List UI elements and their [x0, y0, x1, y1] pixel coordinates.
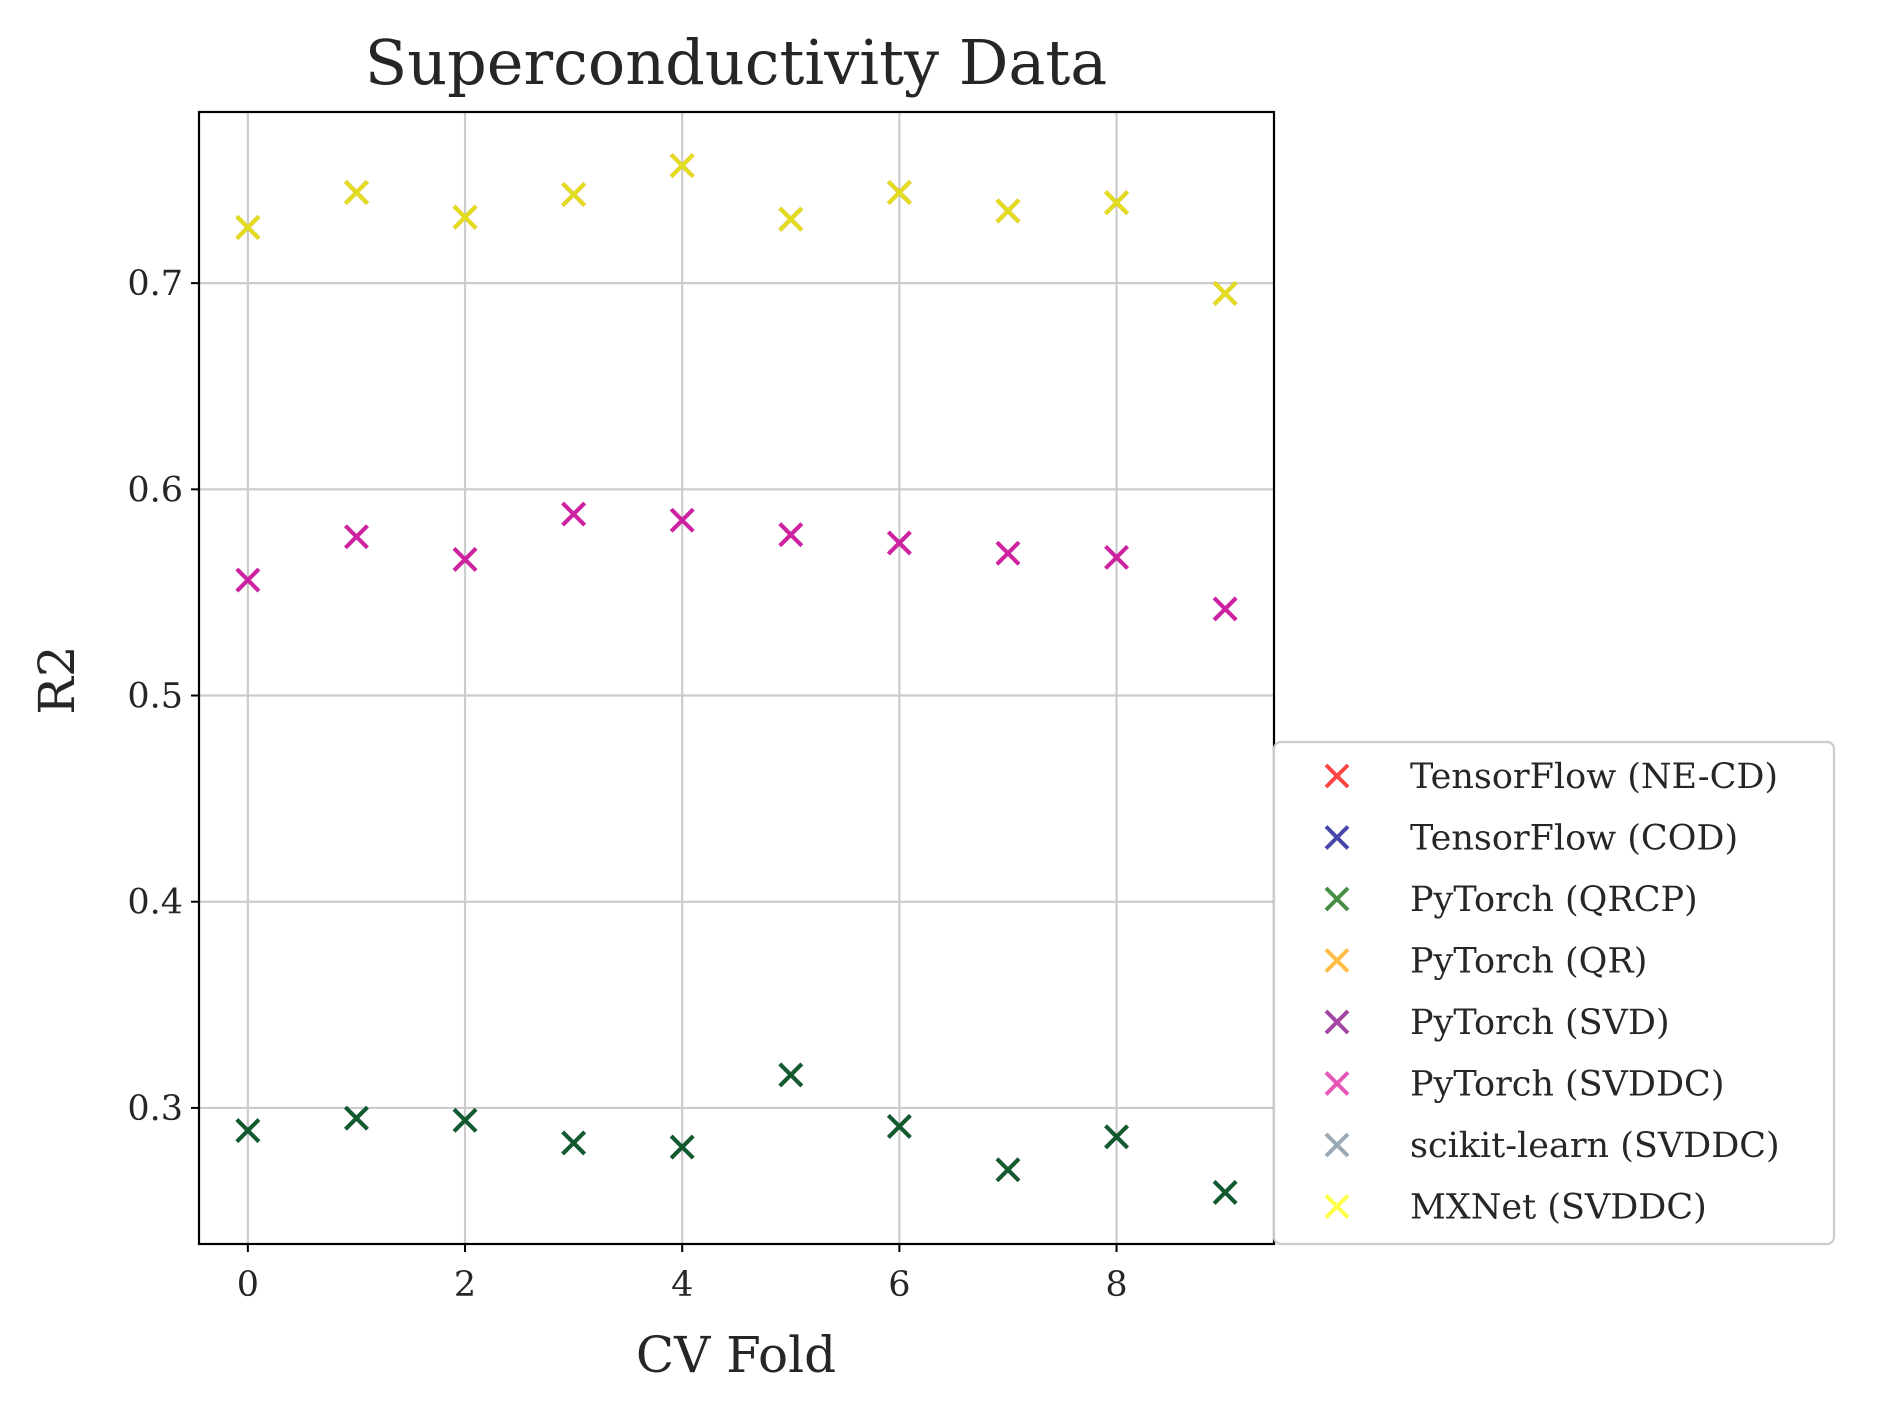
legend-marker [1324, 1071, 1350, 1096]
series-group [235, 153, 1238, 306]
series-group [235, 501, 1238, 622]
legend-label: scikit-learn (SVDDC) [1410, 1126, 1780, 1166]
data-point-marker [886, 180, 912, 205]
data-point-marker [1212, 281, 1238, 306]
data-point-marker [995, 1157, 1021, 1183]
legend-label: PyTorch (QRCP) [1410, 880, 1698, 920]
data-point-marker [1104, 544, 1129, 570]
y-tick-label: 0.7 [127, 264, 183, 304]
legend-label: MXNet (SVDDC) [1410, 1188, 1707, 1228]
data-point-marker [452, 1107, 478, 1133]
data-point-marker [344, 1105, 369, 1131]
series-group [235, 1062, 1238, 1205]
series-group [235, 501, 1238, 622]
legend-marker [1324, 1194, 1350, 1219]
data-point-marker [778, 1062, 804, 1088]
legend-label: PyTorch (QR) [1410, 942, 1647, 982]
data-point-marker [669, 507, 695, 533]
data-point-marker [778, 522, 804, 548]
series-group [235, 153, 1238, 306]
y-axis-label: R2 [28, 645, 86, 714]
data-point-marker [778, 206, 804, 232]
data-point-marker [995, 198, 1021, 224]
data-point-marker [452, 204, 478, 230]
y-tick-label: 0.4 [127, 883, 183, 923]
legend-box [1272, 740, 1836, 1246]
x-tick-label: 0 [237, 1265, 259, 1305]
legend-label: TensorFlow (COD) [1410, 819, 1738, 859]
x-axis-label: CV Fold [636, 1326, 836, 1384]
data-point-marker [561, 501, 587, 527]
data-point-marker [452, 547, 478, 572]
series-group [235, 153, 1238, 306]
legend-marker [1324, 948, 1350, 973]
series-group [235, 1062, 1238, 1205]
x-tick-label: 2 [454, 1265, 476, 1305]
legend-marker [1324, 1132, 1350, 1158]
data-point-marker [669, 1134, 695, 1160]
legend-label: TensorFlow (NE-CD) [1410, 757, 1778, 797]
chart-title: Superconductivity Data [365, 26, 1108, 99]
y-tick-label: 0.3 [127, 1089, 183, 1129]
plot-frame [197, 110, 1276, 1246]
data-point-marker [886, 1114, 912, 1139]
legend-marker [1324, 825, 1350, 850]
data-point-marker [561, 1130, 587, 1156]
y-tick-label: 0.6 [127, 470, 183, 510]
legend-label: PyTorch (SVD) [1410, 1003, 1670, 1043]
data-point-marker [344, 180, 369, 205]
legend-marker [1324, 1009, 1350, 1035]
legend-marker [1324, 886, 1350, 912]
data-point-marker [669, 153, 695, 179]
data-point-marker [344, 524, 369, 550]
x-tick-label: 8 [1105, 1265, 1127, 1305]
x-tick-label: 4 [671, 1265, 693, 1305]
axis-ticks: 0 2 4 6 8 0.3 0.4 0.5 0.6 0.7 [127, 264, 1127, 1305]
data-points [235, 153, 1238, 1205]
data-point-marker [235, 567, 261, 593]
data-point-marker [995, 540, 1021, 566]
legend-marker [1324, 763, 1350, 789]
legend-label: PyTorch (SVDDC) [1410, 1065, 1725, 1105]
data-point-marker [561, 182, 587, 207]
data-point-marker [1104, 1124, 1129, 1150]
data-point-marker [235, 215, 261, 240]
data-point-marker [235, 1118, 261, 1144]
data-point-marker [1104, 190, 1129, 216]
series-group [235, 153, 1238, 306]
data-point-marker [1212, 596, 1238, 622]
y-tick-label: 0.5 [127, 677, 183, 717]
data-point-marker [1212, 1180, 1238, 1205]
legend: TensorFlow (NE-CD) TensorFlow (COD) PyTorc… [1272, 740, 1836, 1246]
x-tick-label: 6 [888, 1265, 910, 1305]
grid-lines [199, 112, 1274, 1244]
data-point-marker [886, 530, 912, 556]
